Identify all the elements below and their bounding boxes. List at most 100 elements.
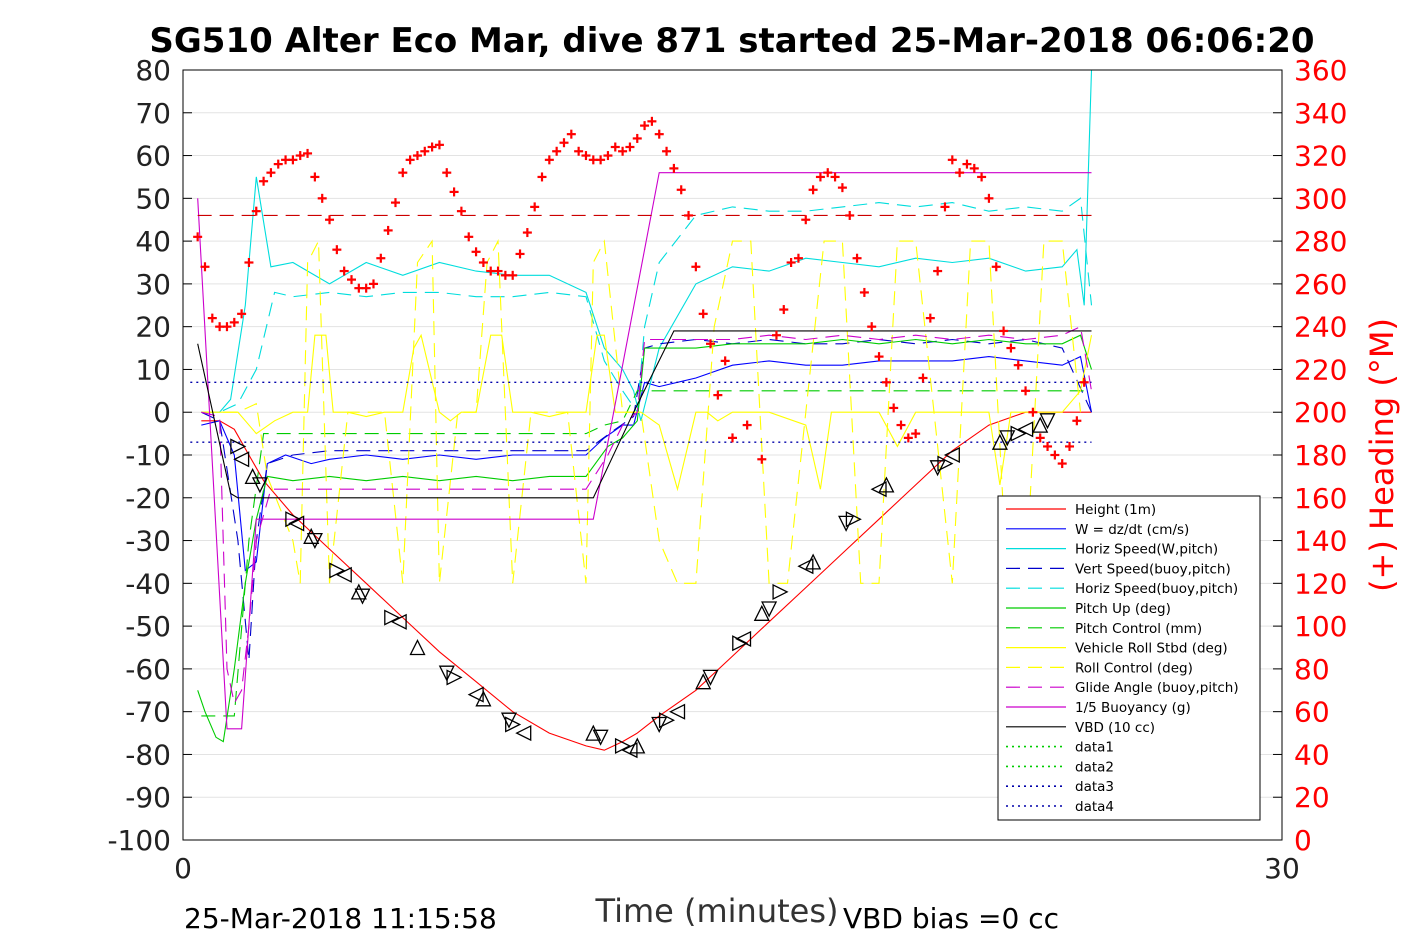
legend-label: data4 xyxy=(1075,799,1114,815)
left-tick-label: 60 xyxy=(135,140,171,173)
heading-point xyxy=(852,253,862,263)
legend-label: Vert Speed(buoy,pitch) xyxy=(1075,561,1231,577)
heading-point xyxy=(200,262,210,272)
series-line-6 xyxy=(201,390,1092,717)
heading-point xyxy=(537,172,547,182)
heading-point xyxy=(1028,407,1038,417)
series-line-2 xyxy=(201,70,1093,421)
left-tick-label: -50 xyxy=(125,610,171,643)
heading-point xyxy=(515,249,525,259)
left-tick-label: 80 xyxy=(135,54,171,87)
x-tick-label: 0 xyxy=(174,852,192,885)
depth-marker xyxy=(753,604,770,621)
heading-point xyxy=(684,210,694,220)
heading-point xyxy=(815,172,825,182)
heading-point xyxy=(867,322,877,332)
depth-marker xyxy=(467,686,484,703)
right-tick-label: 280 xyxy=(1294,225,1347,258)
heading-point xyxy=(610,142,620,152)
heading-point xyxy=(1035,433,1045,443)
left-tick-label: 50 xyxy=(135,182,171,215)
heading-point xyxy=(222,322,232,332)
right-tick-label: 120 xyxy=(1294,567,1347,600)
legend-label: Roll Control (deg) xyxy=(1075,660,1193,676)
depth-marker xyxy=(438,665,455,682)
right-tick-label: 140 xyxy=(1294,525,1347,558)
heading-point xyxy=(728,433,737,443)
left-tick-label: -30 xyxy=(125,525,171,558)
heading-point xyxy=(1013,360,1023,370)
depth-marker xyxy=(735,630,752,647)
left-tick-label: -40 xyxy=(125,567,171,600)
heading-point xyxy=(237,309,247,319)
heading-point xyxy=(830,172,840,182)
heading-point xyxy=(969,163,979,173)
heading-point xyxy=(596,155,606,165)
legend-label: Pitch Up (deg) xyxy=(1075,601,1171,617)
left-tick-label: -100 xyxy=(107,824,171,857)
heading-point xyxy=(911,429,921,439)
depth-marker xyxy=(1032,416,1049,433)
legend: Height (1m) W = dz/dt (cm/s) Horiz Speed(W… xyxy=(997,495,1261,821)
series-line-10 xyxy=(197,172,1092,730)
heading-point xyxy=(1050,450,1060,460)
depth-marker xyxy=(1017,421,1034,438)
heading-point xyxy=(779,305,789,315)
depth-marker xyxy=(285,511,302,528)
heading-point xyxy=(801,215,811,225)
heading-point xyxy=(434,140,444,150)
heading-point xyxy=(1072,416,1082,426)
heading-point xyxy=(933,266,943,276)
right-tick-label: 160 xyxy=(1294,482,1347,515)
depth-markers xyxy=(230,413,1056,759)
heading-point xyxy=(464,232,474,242)
heading-point xyxy=(1006,343,1016,353)
heading-point xyxy=(347,275,357,285)
x-axis: 0 30 xyxy=(174,831,1300,885)
depth-marker xyxy=(384,609,401,626)
heading-point xyxy=(845,210,855,220)
left-tick-label: -60 xyxy=(125,653,171,686)
legend-label: 1/5 Buoyancy (g) xyxy=(1075,700,1191,716)
legend-label: Height (1m) xyxy=(1075,502,1156,518)
depth-marker xyxy=(335,566,352,583)
series-line-4 xyxy=(201,197,1093,414)
legend-label: VBD (10 cc) xyxy=(1075,720,1155,736)
heading-point xyxy=(925,313,935,323)
heading-point xyxy=(390,198,400,208)
right-tick-label: 340 xyxy=(1294,97,1347,130)
depth-marker xyxy=(991,433,1008,450)
depth-marker xyxy=(244,467,261,485)
depth-marker xyxy=(230,438,247,455)
heading-point xyxy=(632,133,642,143)
heading-point xyxy=(874,352,884,362)
right-tick-label: 180 xyxy=(1294,439,1347,472)
depth-marker xyxy=(306,532,323,550)
right-tick-label: 300 xyxy=(1294,182,1347,215)
heading-point xyxy=(691,262,701,272)
heading-point xyxy=(471,247,481,257)
depth-marker xyxy=(797,558,814,575)
heading-point xyxy=(530,202,540,212)
heading-point xyxy=(273,159,283,169)
depth-marker xyxy=(585,724,602,741)
series-line-7 xyxy=(201,333,1093,492)
heading-point xyxy=(742,420,752,430)
depth-marker xyxy=(251,477,268,494)
heading-point xyxy=(449,187,459,197)
left-axis: 80 70 60 50 40 30 20 10 0 -10 -20 -30 -40 -50 -60 -70 -8… xyxy=(107,54,192,857)
depth-marker xyxy=(658,712,676,729)
left-tick-label: 0 xyxy=(153,396,171,429)
left-tick-label: 10 xyxy=(135,353,171,386)
heading-point xyxy=(962,159,972,169)
heading-point xyxy=(647,116,657,126)
legend-label: data1 xyxy=(1075,740,1114,756)
heading-point xyxy=(823,168,833,178)
heading-point xyxy=(640,121,650,131)
heading-point xyxy=(625,142,635,152)
heading-point xyxy=(508,270,518,280)
heading-point xyxy=(325,215,335,225)
heading-point xyxy=(837,183,847,193)
depth-marker xyxy=(409,639,426,656)
